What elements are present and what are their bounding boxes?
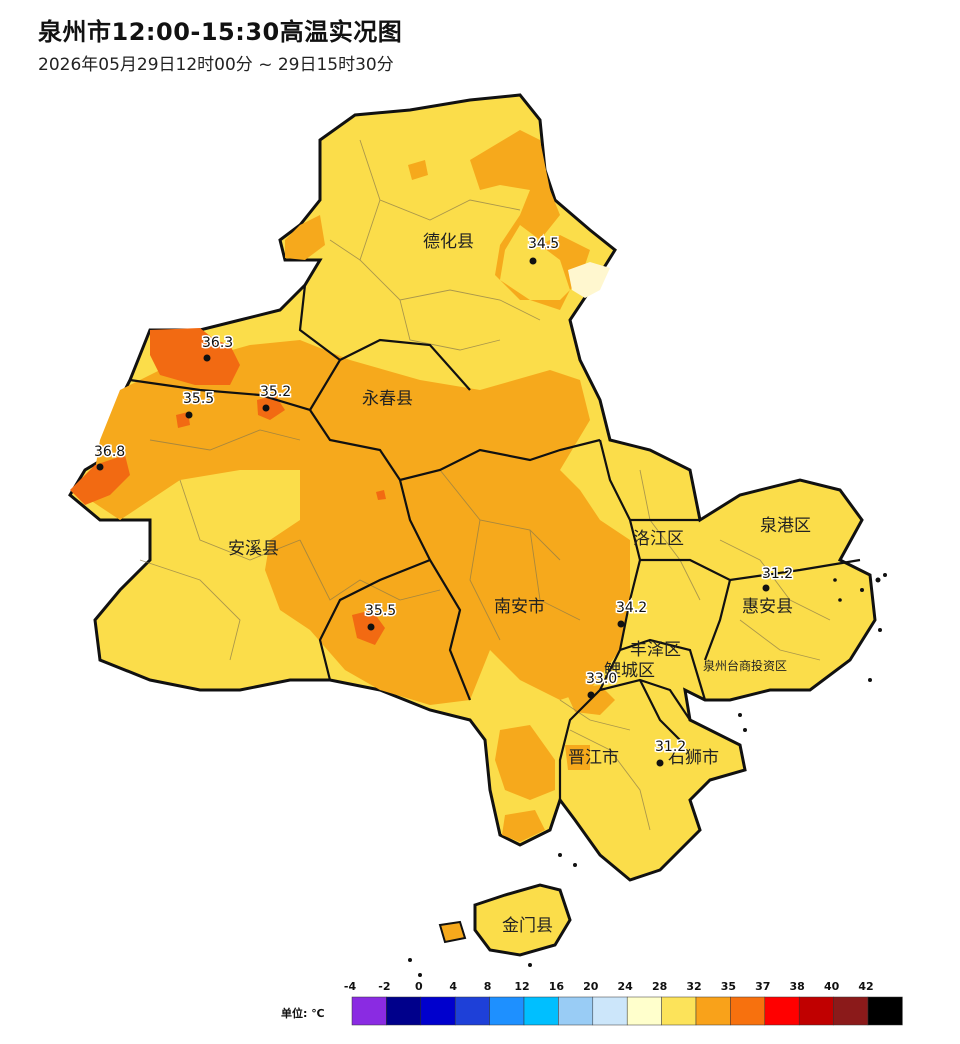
station-value: 31.2 xyxy=(762,566,793,582)
legend-swatch xyxy=(661,996,697,1026)
station-marker xyxy=(185,411,193,419)
station-marker xyxy=(203,354,211,362)
legend-tick-label: 42 xyxy=(858,980,873,993)
legend-swatch xyxy=(489,996,525,1026)
station-marker xyxy=(762,584,770,592)
station-value: 36.8 xyxy=(94,444,125,460)
county-label-licheng: 鲤城区 xyxy=(604,661,655,681)
station-marker xyxy=(262,404,270,412)
legend-tick-label: 32 xyxy=(686,980,701,993)
legend-swatch xyxy=(386,996,422,1026)
legend-tick-label: 12 xyxy=(514,980,529,993)
legend-swatch xyxy=(867,996,903,1026)
map-title: 泉州市12:00-15:30高温实况图 xyxy=(38,18,403,46)
legend-tick-label: 40 xyxy=(824,980,840,993)
jinjiang-south-patch xyxy=(502,810,545,842)
legend-tick-label: 20 xyxy=(583,980,599,993)
legend-swatch xyxy=(558,996,594,1026)
station-value: 34.5 xyxy=(528,236,559,252)
legend-swatch xyxy=(695,996,731,1026)
township-boundaries xyxy=(139,139,831,831)
county-boundaries xyxy=(129,284,861,800)
islet-polygon xyxy=(438,920,467,944)
observation-stations: 34.5 36.3 35.5 35.2 36.8 35.5 34.2 31.2 … xyxy=(93,235,795,767)
legend-swatch xyxy=(730,996,766,1026)
legend-tick-label: 38 xyxy=(790,980,805,993)
county-label-dehua: 德化县 xyxy=(423,232,474,252)
station-value: 34.2 xyxy=(616,600,647,616)
temp-32-35-regions xyxy=(90,130,630,842)
northwest-hot-patch xyxy=(150,328,240,385)
county-labels: 德化县 永春县 安溪县 南安市 洛江区 泉港区 惠安县 泉州台商投资区 丰泽区 … xyxy=(228,232,811,936)
county-label-anxi: 安溪县 xyxy=(228,539,279,559)
legend-swatch xyxy=(420,996,456,1026)
legend-tick-label: 28 xyxy=(652,980,667,993)
station-value: 35.2 xyxy=(260,384,291,400)
legend-tick-label: 4 xyxy=(449,980,457,993)
station-marker xyxy=(367,623,375,631)
legend-tick-label: -2 xyxy=(378,980,390,993)
west-hot-patch xyxy=(70,455,130,505)
station-marker xyxy=(587,691,595,699)
legend-swatch xyxy=(798,996,834,1026)
station-value: 35.5 xyxy=(365,603,396,619)
legend-swatch xyxy=(592,996,628,1026)
map-subtitle: 2026年05月29日12时00分 ~ 29日15时30分 xyxy=(38,55,394,75)
county-label-jinmen: 金门县 xyxy=(502,916,553,936)
anxi-center-dot xyxy=(376,490,386,500)
coastal-islets xyxy=(408,573,887,977)
county-label-jinjiang: 晋江市 xyxy=(568,748,619,768)
station-value: 33.0 xyxy=(586,671,617,687)
jinjiang-mid-patch xyxy=(565,745,590,770)
legend-tick-label: 8 xyxy=(484,980,492,993)
station-marker xyxy=(656,759,664,767)
county-label-fengze: 丰泽区 xyxy=(630,640,681,660)
legend: -4 -2 0 4 8 12 16 20 24 28 32 35 37 38 40 42 xyxy=(344,980,903,1026)
legend-swatch xyxy=(351,996,387,1026)
legend-swatch xyxy=(626,996,662,1026)
legend-swatch xyxy=(523,996,559,1026)
county-label-huian: 惠安县 xyxy=(742,597,793,617)
temp-35-37-regions xyxy=(70,328,386,645)
county-label-nanan: 南安市 xyxy=(494,597,545,617)
legend-tick-label: 37 xyxy=(755,980,770,993)
county-label-yongchun: 永春县 xyxy=(362,389,413,409)
legend-swatch xyxy=(764,996,800,1026)
legend-tick-label: 16 xyxy=(549,980,565,993)
legend-unit-label: 单位: ℃ xyxy=(281,1007,325,1020)
central-orange-band xyxy=(90,340,630,705)
dehua-north-dot xyxy=(408,160,428,180)
station-marker xyxy=(529,257,537,265)
dehua-northeast-patch xyxy=(470,130,590,310)
dehua-cool-patch xyxy=(568,262,610,298)
legend-tick-label: 24 xyxy=(618,980,634,993)
station-marker xyxy=(96,463,104,471)
legend-tick-label: -4 xyxy=(344,980,357,993)
county-label-quangang: 泉港区 xyxy=(760,516,811,536)
station-value: 31.2 xyxy=(655,739,686,755)
legend-tick-label: 35 xyxy=(721,980,736,993)
station-value: 35.5 xyxy=(183,391,214,407)
jinjiang-southwest-patch xyxy=(495,725,555,800)
legend-swatch xyxy=(454,996,490,1026)
county-label-taishang: 泉州台商投资区 xyxy=(703,658,787,673)
jinmen-polygon xyxy=(473,883,572,957)
legend-swatch xyxy=(833,996,869,1026)
county-label-luojiang: 洛江区 xyxy=(633,529,684,549)
station-value: 36.3 xyxy=(202,335,233,351)
station-marker xyxy=(617,620,625,628)
legend-tick-label: 0 xyxy=(415,980,423,993)
county-label-shishi: 石狮市 xyxy=(668,748,719,768)
dehua-west-patch xyxy=(285,215,325,260)
